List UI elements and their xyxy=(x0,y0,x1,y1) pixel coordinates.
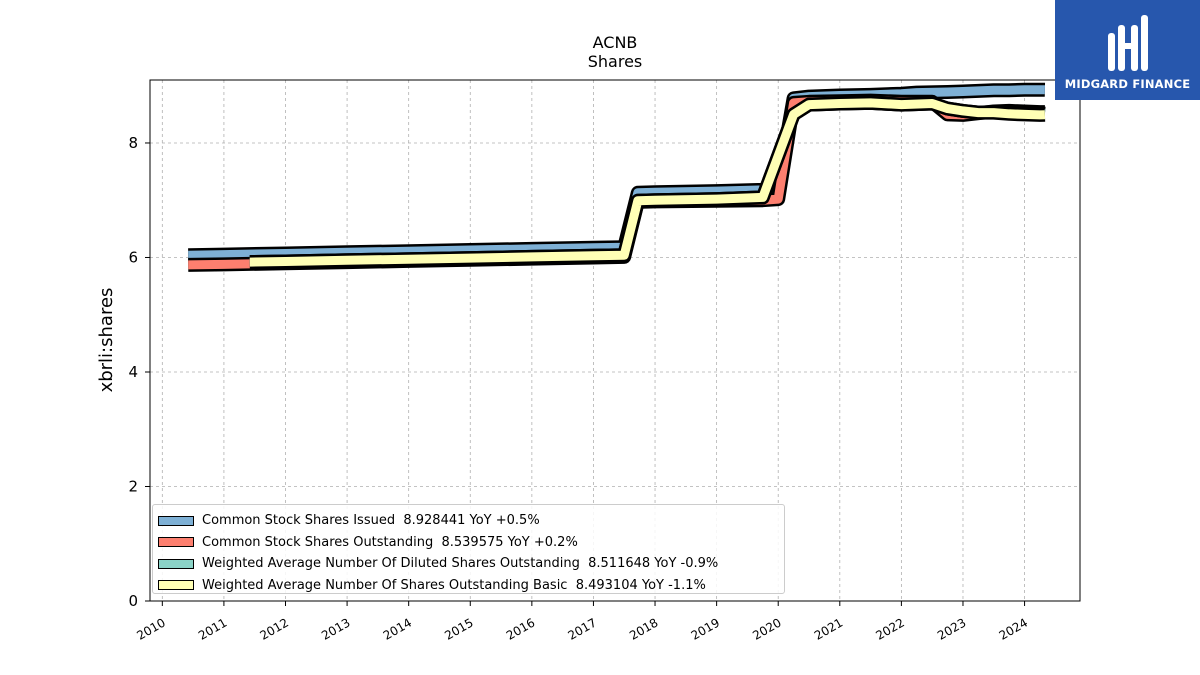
legend-item-diluted-shares: Weighted Average Number Of Diluted Share… xyxy=(158,553,784,575)
legend-swatch xyxy=(158,580,194,591)
y-tick-label: 4 xyxy=(128,363,138,381)
plot-frame xyxy=(149,79,1081,602)
series-shares-outstanding xyxy=(188,93,1047,272)
x-tick-label: 2016 xyxy=(504,615,537,642)
series-basic-shares-line xyxy=(249,98,1046,267)
series-shares-outstanding-outline xyxy=(188,93,1047,272)
y-tick-label: 2 xyxy=(128,477,138,495)
x-tick-label: 2013 xyxy=(319,615,352,642)
brand-name: MIDGARD FINANCE xyxy=(1064,77,1191,91)
legend-swatch xyxy=(158,558,194,569)
chart-title: ACNB xyxy=(593,33,638,52)
series-diluted-shares-outline xyxy=(249,95,1047,270)
series-shares-outstanding-line xyxy=(188,96,1045,270)
y-tick-label: 8 xyxy=(128,134,138,152)
series-shares-issued-outline xyxy=(188,82,1047,263)
y-tick-label: 0 xyxy=(128,592,138,610)
series-shares-issued xyxy=(188,82,1047,263)
series-basic-shares xyxy=(249,95,1047,270)
x-tick-label: 2012 xyxy=(258,615,291,642)
chart-legend: Common Stock Shares Issued 8.928441 YoY … xyxy=(152,504,785,594)
legend-item-shares-issued: Common Stock Shares Issued 8.928441 YoY … xyxy=(158,510,784,532)
midgard-logo-icon xyxy=(1107,15,1148,71)
x-tick-label: 2015 xyxy=(442,615,475,642)
x-tick-label: 2019 xyxy=(689,615,722,642)
x-tick-label: 2011 xyxy=(196,615,229,642)
series-basic-shares-outline xyxy=(249,95,1047,270)
legend-label: Weighted Average Number Of Diluted Share… xyxy=(202,556,719,572)
legend-swatch xyxy=(158,537,194,548)
series-shares-issued-line xyxy=(188,85,1045,260)
x-tick-label: 2010 xyxy=(134,615,167,642)
y-axis-label: xbrli:shares xyxy=(96,288,117,393)
legend-swatch xyxy=(158,515,194,526)
x-tick-label: 2024 xyxy=(997,615,1030,642)
x-tick-label: 2020 xyxy=(750,615,783,642)
x-tick-label: 2017 xyxy=(565,615,598,642)
legend-label: Common Stock Shares Outstanding 8.539575… xyxy=(202,534,578,550)
x-tick-label: 2021 xyxy=(812,615,845,642)
series-layer xyxy=(188,82,1047,272)
legend-label: Weighted Average Number Of Shares Outsta… xyxy=(202,577,706,593)
y-tick-label: 6 xyxy=(128,248,138,266)
series-diluted-shares-line xyxy=(249,98,1046,267)
legend-item-basic-shares: Weighted Average Number Of Shares Outsta… xyxy=(158,575,784,597)
x-tick-label: 2018 xyxy=(627,615,660,642)
series-diluted-shares xyxy=(249,95,1047,270)
x-tick-label: 2014 xyxy=(381,615,414,642)
legend-label: Common Stock Shares Issued 8.928441 YoY … xyxy=(202,513,540,529)
x-tick-label: 2022 xyxy=(873,615,906,642)
legend-item-shares-outstanding: Common Stock Shares Outstanding 8.539575… xyxy=(158,532,784,554)
brand-badge: MIDGARD FINANCE xyxy=(1055,0,1200,100)
chart-subtitle: Shares xyxy=(588,52,643,71)
x-tick-label: 2023 xyxy=(935,615,968,642)
